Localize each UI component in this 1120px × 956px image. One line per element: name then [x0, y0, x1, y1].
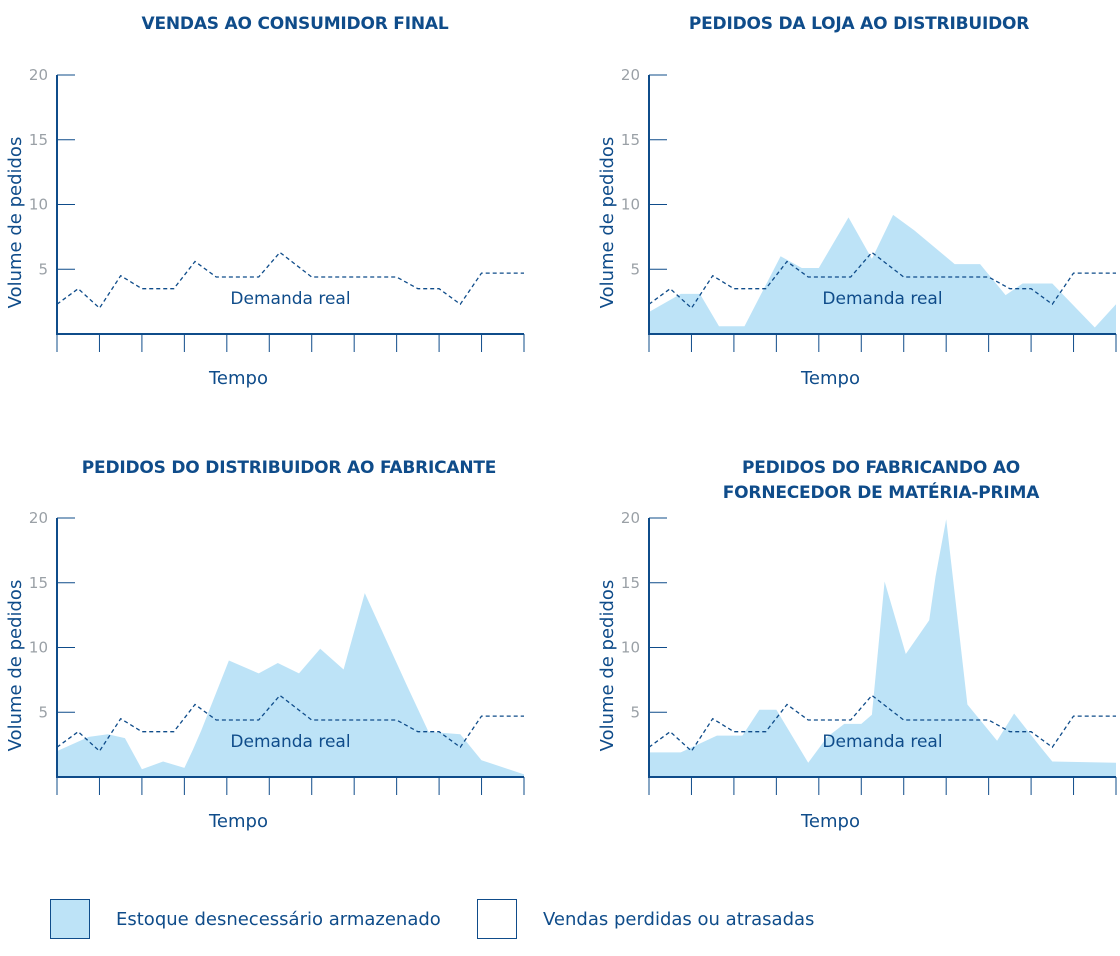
y-tick-label: 5: [630, 260, 640, 278]
chart-title: FORNECEDOR DE MATÉRIA-PRIMA: [723, 481, 1040, 503]
legend-swatch-filled: [50, 899, 90, 939]
legend-item-stock: Estoque desnecessário armazenado: [50, 898, 441, 940]
area-series-stock: [649, 519, 1116, 777]
chart-title: PEDIDOS DO FABRICANDO AO: [742, 458, 1020, 478]
y-tick-label: 20: [29, 509, 48, 527]
legend-label-stock: Estoque desnecessário armazenado: [116, 908, 441, 930]
y-tick-label: 10: [621, 639, 640, 657]
line-series-demand: [648, 694, 1116, 753]
legend-label-lost-sales: Vendas perdidas ou atrasadas: [543, 908, 815, 930]
legend-item-lost-sales: Vendas perdidas ou atrasadas: [477, 898, 814, 940]
y-tick-label: 15: [621, 131, 640, 149]
y-axis-label: Volume de pedidos: [597, 137, 618, 309]
y-tick-label: 20: [621, 66, 640, 84]
y-tick-label: 5: [630, 703, 640, 721]
y-tick-label: 15: [29, 131, 48, 149]
x-axis-label: Tempo: [800, 368, 860, 389]
chart-4: 5 10 15 20 Demanda real PEDIDOS DO FABRICANDO…: [597, 458, 1117, 832]
chart-1: 5 10 15 20 Demanda real VENDAS AO CONSUMIDOR …: [5, 14, 525, 389]
line-series-demand: [56, 251, 524, 310]
x-axis-label: Tempo: [800, 811, 860, 832]
legend-swatch-empty: [477, 899, 517, 939]
chart-title: PEDIDOS DO DISTRIBUIDOR AO FABRICANTE: [82, 458, 496, 478]
y-tick-label: 15: [29, 574, 48, 592]
annotation-demand: Demanda real: [230, 289, 350, 309]
x-axis-label: Tempo: [208, 811, 268, 832]
chart-2: 5 10 15 20 Demanda real PEDIDOS DA LOJA AO DI…: [597, 14, 1117, 389]
y-tick-label: 15: [621, 574, 640, 592]
charts-panel: 5 10 15 20 Demanda real VENDAS AO CONSUMIDOR …: [5, 14, 1117, 832]
legend: Estoque desnecessário armazenado Vendas …: [0, 880, 1120, 956]
line-series-demand: [56, 694, 524, 753]
annotation-demand: Demanda real: [822, 289, 942, 309]
line-series-demand: [648, 251, 1116, 310]
y-tick-label: 10: [621, 196, 640, 214]
y-tick-label: 10: [29, 196, 48, 214]
chart-title: PEDIDOS DA LOJA AO DISTRIBUIDOR: [689, 14, 1029, 34]
area-series-stock: [649, 214, 1116, 334]
y-axis-label: Volume de pedidos: [5, 580, 26, 752]
area-series-stock: [57, 593, 524, 777]
y-axis-label: Volume de pedidos: [597, 580, 618, 752]
y-tick-label: 5: [38, 703, 48, 721]
chart-3: 5 10 15 20 Demanda real PEDIDOS DO DISTRIBUID…: [5, 458, 525, 832]
y-tick-label: 20: [29, 66, 48, 84]
annotation-demand: Demanda real: [230, 732, 350, 752]
y-tick-label: 10: [29, 639, 48, 657]
x-axis-label: Tempo: [208, 368, 268, 389]
annotation-demand: Demanda real: [822, 732, 942, 752]
chart-title: VENDAS AO CONSUMIDOR FINAL: [142, 14, 449, 34]
y-tick-label: 20: [621, 509, 640, 527]
y-axis-label: Volume de pedidos: [5, 137, 26, 309]
y-tick-label: 5: [38, 260, 48, 278]
